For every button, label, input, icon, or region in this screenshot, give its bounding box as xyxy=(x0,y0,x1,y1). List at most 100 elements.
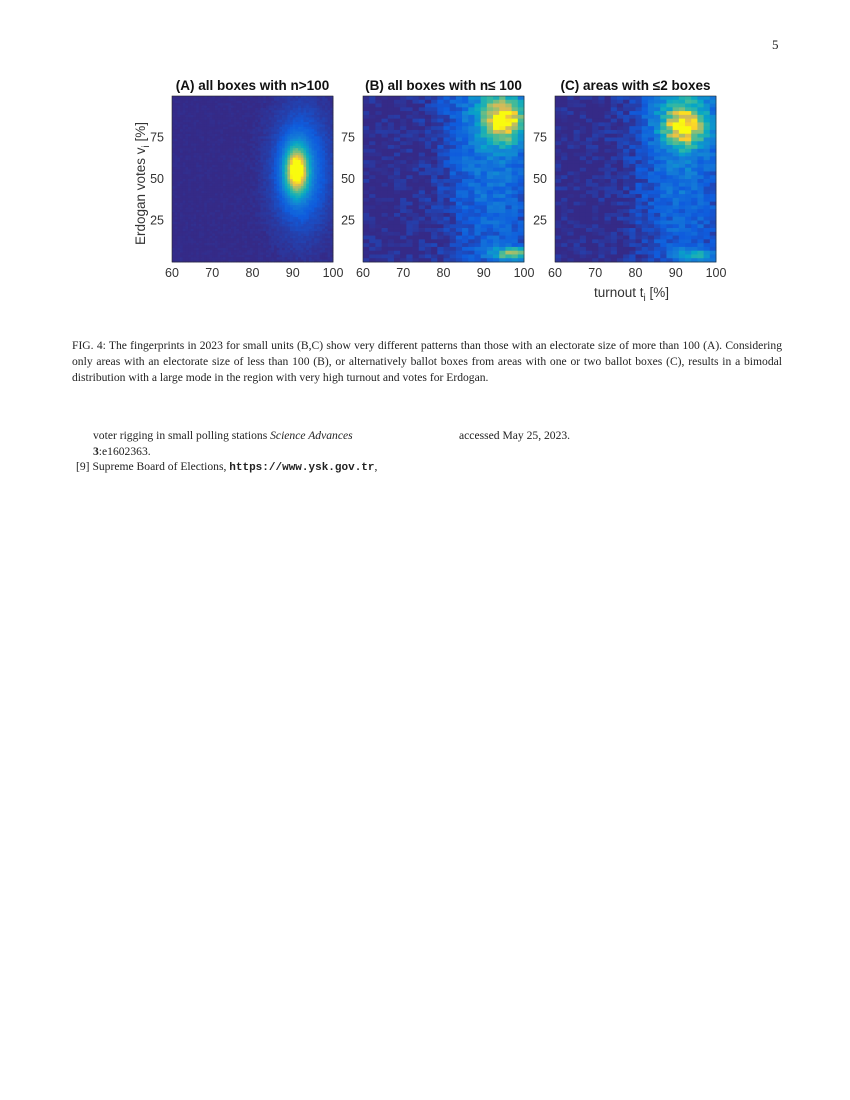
heatmap-cell xyxy=(220,107,224,111)
heatmap-cell xyxy=(260,171,264,175)
heatmap-cell xyxy=(303,212,307,215)
heatmap-cell xyxy=(206,176,210,180)
heatmap-cell xyxy=(443,148,451,153)
heatmap-cell xyxy=(209,131,213,135)
heatmap-cell xyxy=(196,228,200,232)
heatmap-cell xyxy=(204,129,208,132)
heatmap-cell xyxy=(268,169,272,173)
heatmap-cell xyxy=(375,122,382,127)
heatmap-cell xyxy=(298,193,302,196)
heatmap-cell xyxy=(228,98,232,102)
heatmap-cell xyxy=(424,122,432,127)
heatmap-cell xyxy=(241,129,245,132)
heatmap-cell xyxy=(322,155,326,159)
heatmap-cell xyxy=(252,179,256,182)
heatmap-cell xyxy=(268,100,272,104)
heatmap-cell xyxy=(308,216,312,220)
heatmap-cell xyxy=(290,226,294,230)
heatmap-cell xyxy=(443,96,451,101)
heatmap-cell xyxy=(180,114,184,118)
heatmap-cell xyxy=(276,138,280,142)
heatmap-cell xyxy=(185,129,189,132)
heatmap-cell xyxy=(271,126,275,130)
heatmap-cell xyxy=(412,246,420,252)
heatmap-cell xyxy=(375,179,382,184)
heatmap-cell xyxy=(185,228,189,232)
heatmap-cell xyxy=(204,186,208,189)
heatmap-cell xyxy=(228,259,232,263)
heatmap-cell xyxy=(228,207,232,211)
heatmap-cell xyxy=(263,176,267,180)
heatmap-cell xyxy=(273,197,278,201)
heatmap-cell xyxy=(172,245,176,249)
heatmap-cell xyxy=(292,245,296,249)
heatmap-cell xyxy=(252,155,256,159)
heatmap-cell xyxy=(424,243,432,248)
heatmap-cell xyxy=(233,162,237,166)
heatmap-cell xyxy=(204,162,208,166)
heatmap-cell xyxy=(193,205,197,208)
heatmap-cell xyxy=(257,160,261,163)
heatmap-cell xyxy=(308,181,312,185)
heatmap-cell xyxy=(241,205,245,208)
heatmap-cell xyxy=(449,133,457,138)
heatmap-cell xyxy=(212,207,216,211)
heatmap-cell xyxy=(273,162,278,166)
heatmap-cell xyxy=(204,238,208,242)
heatmap-cell xyxy=(206,122,210,125)
heatmap-cell xyxy=(276,164,280,168)
heatmap-cell xyxy=(324,228,329,232)
heatmap-cell xyxy=(290,129,294,132)
heatmap-cell xyxy=(239,235,243,239)
heatmap-cell xyxy=(295,110,299,113)
heatmap-cell xyxy=(198,164,202,168)
heatmap-cell xyxy=(468,137,475,142)
heatmap-cell xyxy=(284,212,288,215)
heatmap-cell xyxy=(284,164,288,168)
heatmap-cell xyxy=(306,250,310,253)
heatmap-cell xyxy=(268,131,272,135)
heatmap-cell xyxy=(455,197,463,203)
heatmap-cell xyxy=(284,110,288,113)
heatmap-cell xyxy=(449,152,457,157)
heatmap-cell xyxy=(298,96,302,99)
heatmap-cell xyxy=(287,188,291,192)
heatmap-cell xyxy=(468,201,475,206)
heatmap-cell xyxy=(209,155,213,159)
heatmap-cell xyxy=(265,143,269,147)
heatmap-cell xyxy=(257,145,261,149)
heatmap-cell xyxy=(303,152,307,156)
heatmap-cell xyxy=(303,214,307,218)
heatmap-cell xyxy=(233,148,237,151)
heatmap-cell xyxy=(424,133,432,138)
heatmap-cell xyxy=(188,200,192,204)
heatmap-cell xyxy=(180,200,184,204)
heatmap-cell xyxy=(387,103,395,108)
heatmap-cell xyxy=(287,214,291,218)
heatmap-cell xyxy=(177,188,181,192)
heatmap-cell xyxy=(449,156,457,161)
heatmap-cell xyxy=(212,162,216,166)
heatmap-cell xyxy=(381,246,389,252)
heatmap-cell xyxy=(303,112,307,116)
heatmap-cell xyxy=(247,202,251,206)
heatmap-cell xyxy=(193,126,197,130)
heatmap-cell xyxy=(330,150,334,154)
heatmap-cell xyxy=(284,183,288,187)
heatmap-cell xyxy=(188,181,192,185)
heatmap-cell xyxy=(406,171,413,176)
heatmap-cell xyxy=(220,195,224,199)
heatmap-cell xyxy=(369,239,376,244)
heatmap-cell xyxy=(231,228,235,232)
heatmap-cell xyxy=(268,219,272,223)
heatmap-cell xyxy=(287,257,291,261)
heatmap-cell xyxy=(225,221,229,225)
heatmap-cell xyxy=(298,190,302,194)
heatmap-cell xyxy=(287,179,291,182)
heatmap-cell xyxy=(327,238,331,242)
heatmap-cell xyxy=(244,164,248,168)
heatmap-cell xyxy=(424,235,432,240)
heatmap-cell xyxy=(314,240,318,244)
heatmap-cell xyxy=(324,110,329,113)
heatmap-cell xyxy=(201,245,205,249)
